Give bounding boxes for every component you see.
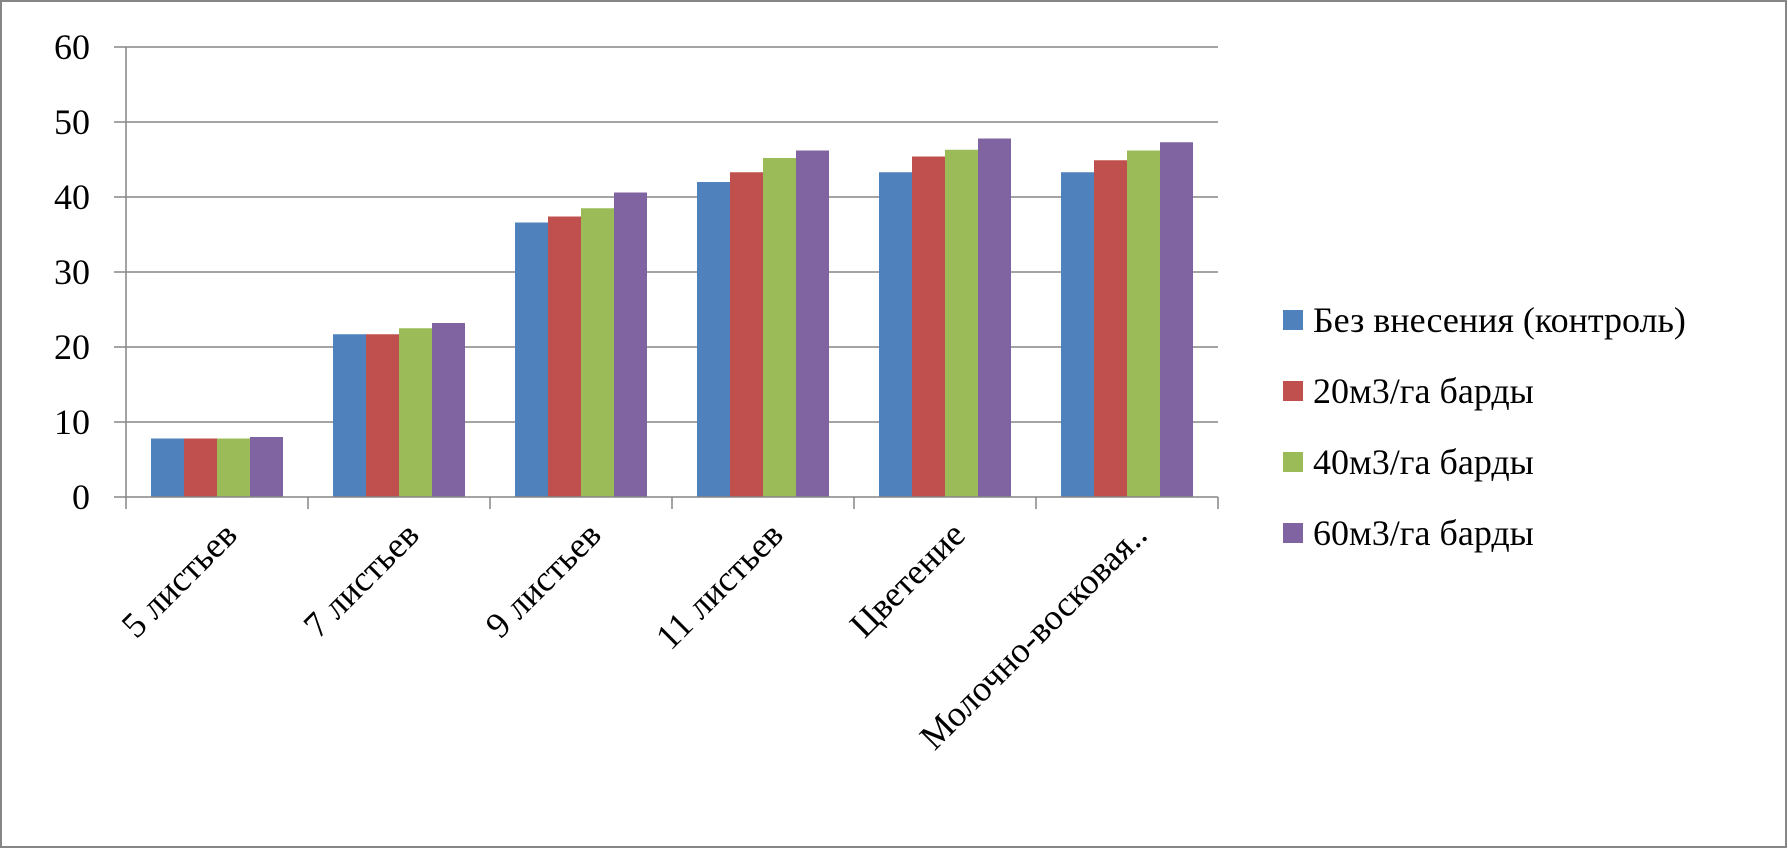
legend-swatch	[1283, 310, 1303, 330]
bar	[151, 438, 184, 497]
bar	[217, 438, 250, 497]
bar	[978, 138, 1011, 497]
y-tick-label: 40	[54, 177, 90, 217]
bar	[614, 192, 647, 497]
y-axis-tick-labels: 0 10 20 30 40 50 60	[54, 27, 90, 517]
bar	[399, 328, 432, 497]
y-tick-label: 0	[72, 477, 90, 517]
y-tick-label: 10	[54, 402, 90, 442]
legend-label: Без внесения (контроль)	[1313, 300, 1686, 340]
gridlines	[126, 46, 1218, 423]
y-tick-label: 30	[54, 252, 90, 292]
bar	[1094, 160, 1127, 497]
axes	[114, 46, 1219, 509]
y-tick-label: 60	[54, 27, 90, 67]
bar	[730, 172, 763, 497]
legend-label: 60м3/га барды	[1313, 513, 1534, 553]
y-tick-label: 50	[54, 102, 90, 142]
legend-swatch	[1283, 381, 1303, 401]
bar	[184, 438, 217, 497]
bar	[432, 323, 465, 497]
bar	[1127, 150, 1160, 497]
legend-label: 40м3/га барды	[1313, 442, 1534, 482]
bar	[333, 334, 366, 497]
bar	[1061, 172, 1094, 497]
bar	[1160, 142, 1193, 497]
bar	[697, 182, 730, 497]
bar	[912, 156, 945, 497]
bar	[250, 437, 283, 497]
bars	[151, 138, 1193, 497]
legend-swatch	[1283, 523, 1303, 543]
bar	[796, 150, 829, 497]
bar	[945, 149, 978, 497]
y-tick-label: 20	[54, 327, 90, 367]
legend: Без внесения (контроль) 20м3/га барды 40м3…	[1283, 300, 1686, 553]
bar	[515, 222, 548, 497]
legend-label: 20м3/га барды	[1313, 371, 1534, 411]
bar	[366, 334, 399, 497]
bar	[581, 208, 614, 497]
legend-swatch	[1283, 452, 1303, 472]
bar	[548, 216, 581, 497]
bar	[763, 158, 796, 497]
bar	[879, 172, 912, 497]
